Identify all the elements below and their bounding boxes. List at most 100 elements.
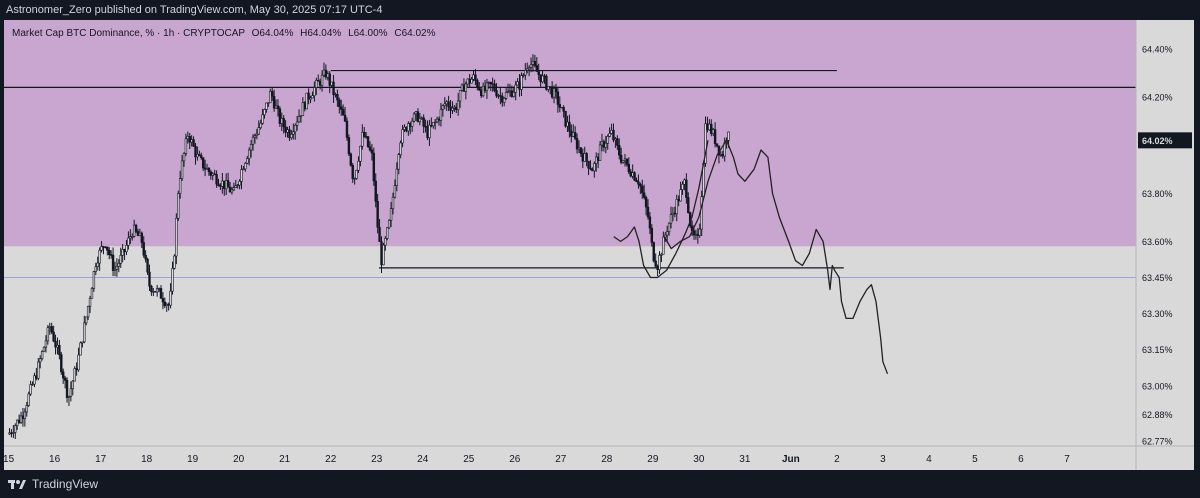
candle-body (60, 354, 63, 373)
candle-128 (253, 133, 257, 144)
candle-354 (687, 192, 690, 214)
y-tick-label: 63.30% (1142, 309, 1173, 319)
candle-body (669, 214, 673, 224)
candle-158 (311, 91, 314, 99)
candle-body (683, 179, 686, 185)
candle-body (278, 108, 282, 124)
candle-body (67, 396, 71, 398)
candle-body (671, 212, 675, 215)
candle-body (458, 90, 462, 102)
candle-body (593, 163, 596, 172)
candle-body (460, 84, 464, 91)
candle-body (545, 75, 548, 90)
candle-259 (504, 88, 508, 100)
candle-body (721, 154, 724, 157)
candle-body (374, 180, 377, 202)
y-tick-label: 64.20% (1142, 93, 1173, 103)
projection-path-0[interactable] (663, 139, 889, 375)
candle-body (506, 91, 510, 93)
candle-body (330, 81, 333, 86)
candle-body (478, 86, 481, 91)
candle-body (198, 154, 201, 156)
candle-body (675, 199, 678, 215)
candle-body (35, 375, 38, 379)
candle-body (468, 78, 471, 84)
candle-body (351, 164, 354, 180)
candle-210 (410, 117, 414, 132)
candle-125 (247, 147, 251, 166)
candle-9 (25, 401, 28, 417)
candle-198 (387, 219, 391, 229)
candle-52 (108, 247, 111, 260)
candle-body (696, 233, 700, 236)
candle-body (489, 81, 492, 84)
candle-body (435, 118, 439, 123)
candle-body (656, 265, 659, 270)
candle-body (236, 184, 239, 187)
tradingview-logo[interactable]: TradingView (8, 477, 98, 491)
candle-body (585, 153, 588, 162)
candle-234 (456, 93, 460, 116)
candle-body (462, 84, 466, 92)
candle-body (633, 172, 636, 181)
candle-31 (67, 395, 71, 407)
candle-body (407, 123, 410, 132)
candle-208 (407, 121, 410, 136)
candle-body (83, 322, 86, 343)
candle-61 (125, 239, 128, 256)
candle-body (685, 179, 688, 198)
candle-body (169, 290, 172, 306)
candle-body (178, 178, 182, 194)
projection-path-1[interactable] (613, 140, 709, 279)
candle-body (524, 70, 527, 76)
candle-body (441, 105, 445, 110)
candle-body (665, 231, 669, 236)
candle-214 (418, 113, 422, 126)
candle-55 (113, 261, 117, 277)
candle-225 (439, 102, 443, 127)
candle-59 (121, 244, 124, 263)
candle-137 (270, 87, 274, 101)
candle-body (79, 342, 82, 356)
candle-body (604, 142, 608, 148)
candle-body (451, 107, 454, 111)
x-tick-label: 6 (1018, 454, 1024, 465)
candle-body (92, 271, 96, 289)
candle-body (315, 80, 318, 88)
candle-body (127, 237, 130, 246)
candle-body (554, 88, 558, 93)
candle-332 (644, 195, 648, 216)
candle-body (370, 149, 374, 154)
candle-body (479, 89, 483, 97)
candle-body (217, 183, 220, 186)
candle-body (265, 102, 268, 110)
candle-body (115, 266, 119, 270)
x-tick-label: 24 (417, 454, 429, 465)
candle-245 (478, 81, 481, 92)
candle-152 (299, 115, 303, 123)
candle-146 (288, 125, 291, 141)
candle-97 (194, 143, 197, 165)
candle-254 (495, 83, 498, 98)
candle-249 (485, 78, 489, 99)
price-chart[interactable]: 64.40% 64.20% 63.80% 63.60% 63.45% 63.30% 63.1… (4, 20, 1194, 470)
chart-frame[interactable]: 64.40% 64.20% 63.80% 63.60% 63.45% 63.30% 63.1… (4, 20, 1194, 470)
footer-bar: TradingView (0, 472, 1200, 498)
candle-body (526, 68, 529, 71)
current-price-label: 64.02% (1142, 136, 1173, 146)
candle-90 (180, 154, 184, 181)
candle-81 (163, 297, 167, 309)
candle-body (583, 153, 586, 162)
candle-213 (416, 108, 420, 123)
candle-211 (412, 112, 416, 123)
candle-33 (71, 380, 74, 396)
candle-body (625, 158, 629, 165)
candle-317 (616, 135, 619, 150)
candle-body (432, 122, 435, 127)
candle-118 (234, 179, 237, 188)
candle-body (677, 199, 680, 202)
candle-body (499, 95, 502, 97)
candle-body (612, 129, 615, 141)
candle-body (380, 241, 383, 266)
candle-body (144, 254, 147, 260)
